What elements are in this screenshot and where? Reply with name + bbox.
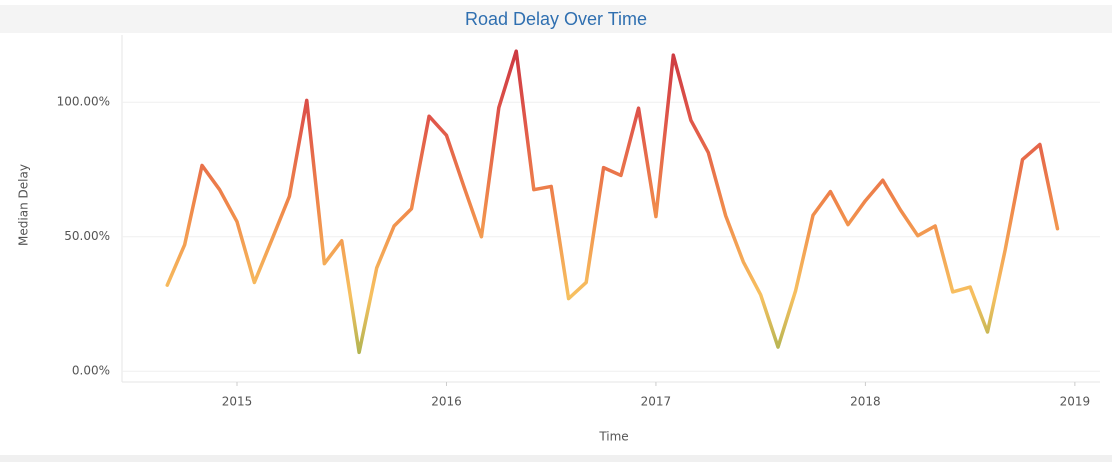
- y-tick-label: 0.00%: [72, 364, 110, 378]
- y-tick-label: 50.00%: [64, 229, 110, 243]
- title-bar: [0, 5, 1112, 33]
- x-axis-label: Time: [598, 430, 628, 444]
- footer-bar: [0, 455, 1112, 462]
- x-tick-label: 2017: [641, 395, 672, 409]
- x-tick-label: 2016: [431, 395, 462, 409]
- data-line: [165, 49, 1060, 355]
- y-axis-label: Median Delay: [17, 164, 31, 246]
- x-tick-label: 2018: [850, 395, 881, 409]
- y-tick-label: 100.00%: [57, 95, 110, 109]
- x-tick-label: 2019: [1060, 395, 1091, 409]
- chart-title: Road Delay Over Time: [465, 9, 647, 29]
- x-tick-label: 2015: [222, 395, 253, 409]
